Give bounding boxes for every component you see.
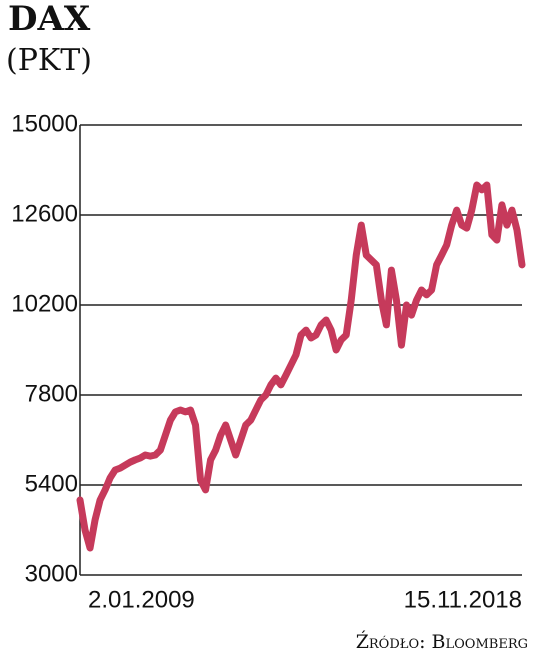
source: Źródło: Bloomberg [356,630,528,653]
y-tick-label: 12600 [11,200,78,227]
y-tick-label: 7800 [25,380,78,407]
y-tick-label: 3000 [25,560,78,587]
y-tick-label: 10200 [11,290,78,317]
x-tick-label: 15.11.2018 [404,586,522,613]
y-tick-label: 15000 [11,110,78,137]
y-tick-label: 5400 [25,470,78,497]
line [76,181,526,552]
chart-subtitle: (PKT) [6,43,92,78]
chart-title: DAX [8,0,91,39]
x-tick-label: 2.01.2009 [88,586,195,613]
